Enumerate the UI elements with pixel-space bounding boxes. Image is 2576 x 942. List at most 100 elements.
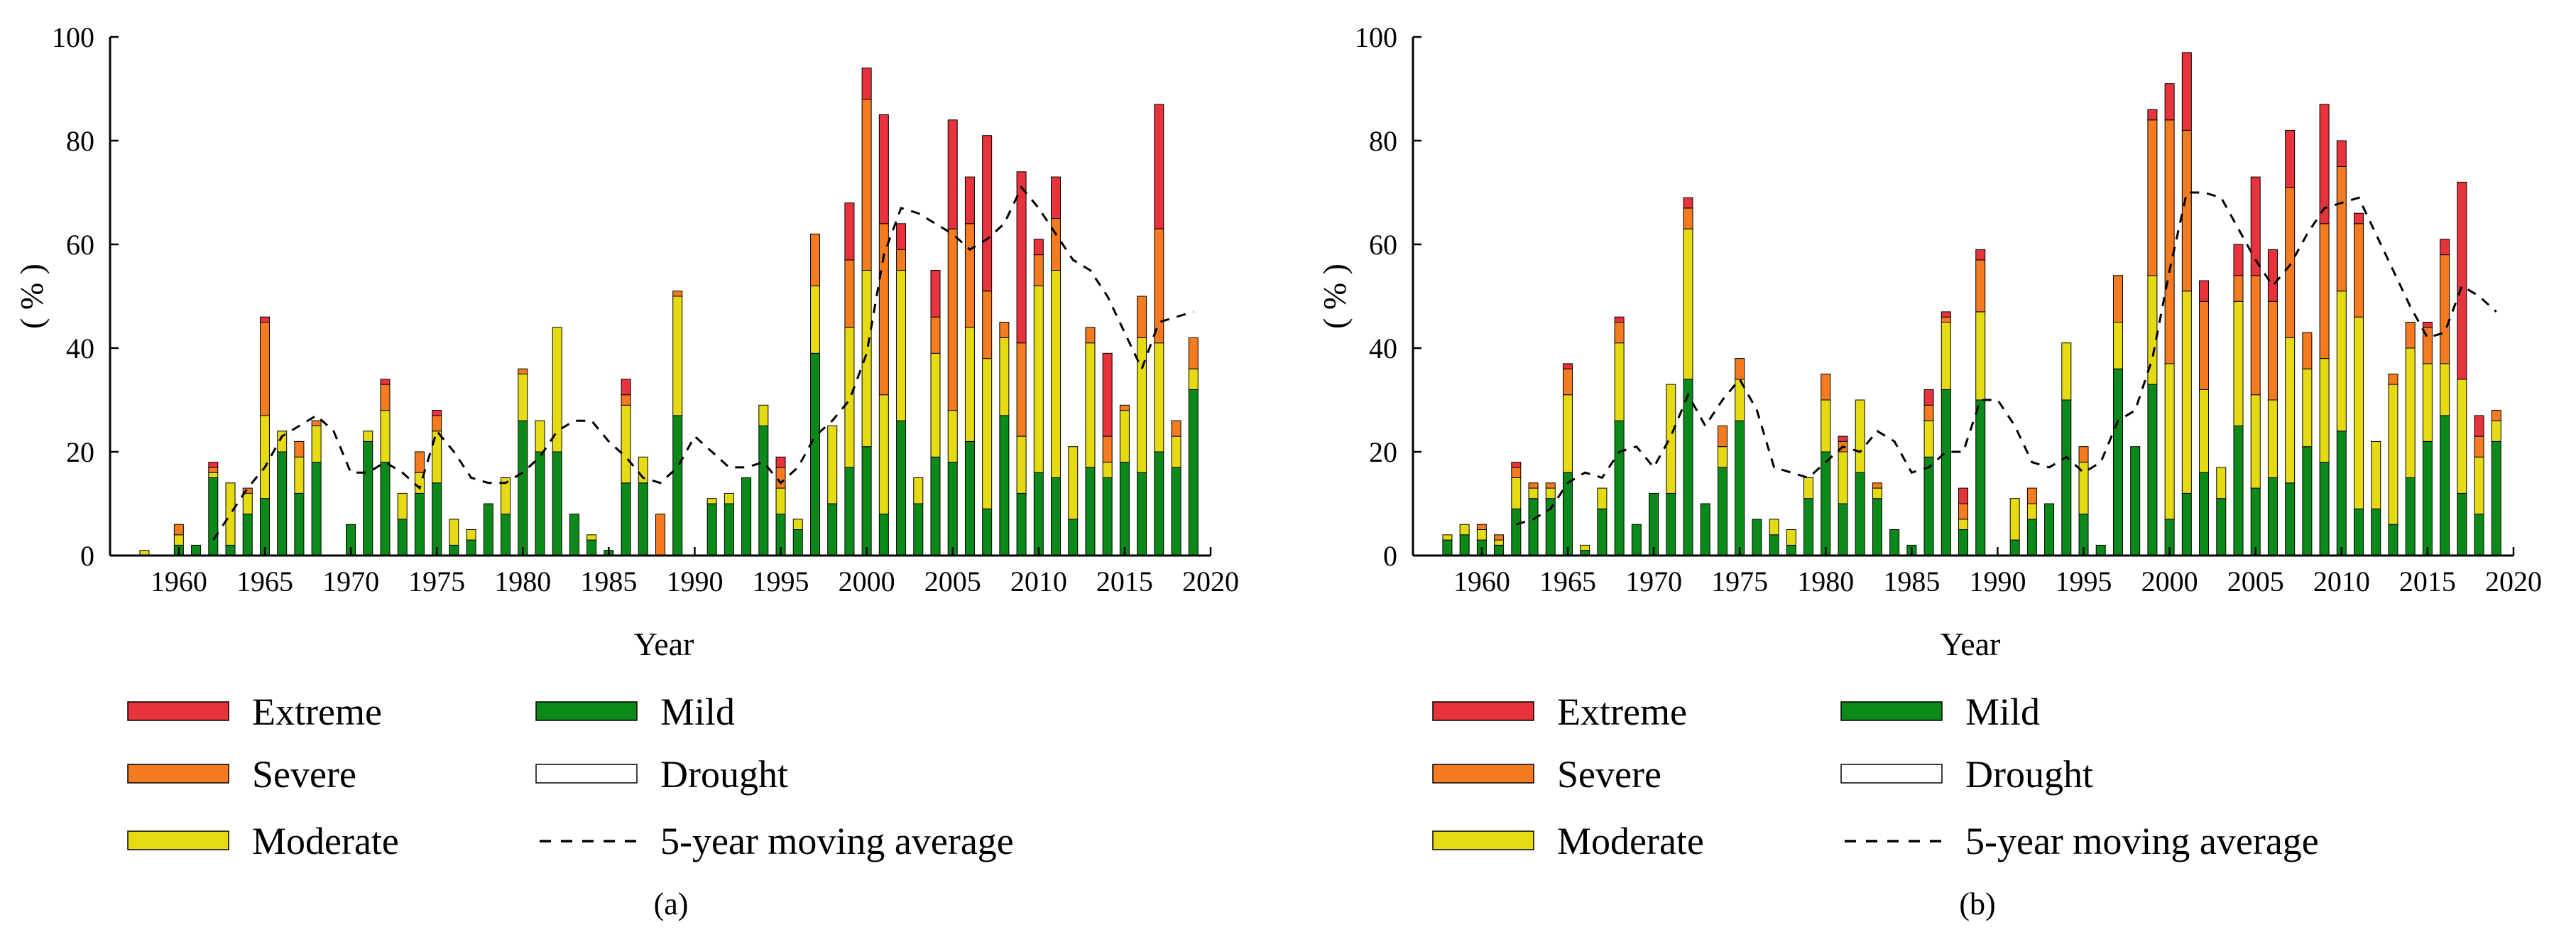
bar-severe-1995 — [775, 467, 786, 489]
bar-severe-1999 — [844, 259, 855, 328]
bar-mild-1962 — [208, 477, 219, 556]
bar-moderate-1977 — [466, 529, 476, 541]
bar-mild-2012 — [2371, 508, 2381, 556]
bar-severe-1974 — [1717, 426, 1728, 448]
bar-moderate-2018 — [2474, 456, 2484, 515]
bar-extreme-2017 — [1154, 104, 1164, 229]
y-tick-label-60: 60 — [1369, 229, 1397, 261]
x-axis-title-b: Year — [1941, 626, 2001, 662]
bar-mild-1987 — [1941, 389, 1951, 556]
bar-severe-1968 — [1614, 322, 1625, 344]
bar-extreme-1999 — [2147, 109, 2158, 121]
bar-extreme-2011 — [1051, 176, 1061, 220]
x-tick-label-2005: 2005 — [924, 565, 981, 597]
bar-moderate-2011 — [1051, 270, 1061, 478]
bar-moderate-1999 — [844, 327, 855, 468]
bar-extreme-2000 — [861, 67, 872, 100]
bar-severe-2007 — [982, 291, 993, 359]
bar-mild-2006 — [2267, 477, 2278, 556]
bar-mild-2002 — [896, 420, 907, 556]
bar-moderate-1959 — [1459, 524, 1470, 536]
bar-mild-1991 — [2009, 539, 2020, 556]
bar-severe-2018 — [1171, 420, 1181, 437]
bar-severe-1968 — [311, 420, 322, 427]
panel-a-axes: 1960 1965 1970 1975 1980 1985 1990 1995 2000 2005… — [52, 21, 1239, 597]
bar-mild-1994 — [758, 426, 769, 556]
y-tick-label-0: 0 — [1383, 540, 1397, 572]
bar-severe-1960 — [173, 524, 184, 536]
chart-panel-a: 1960 1965 1970 1975 1980 1985 1990 1995 2000 2005… — [13, 21, 1239, 921]
bar-severe-2000 — [861, 99, 872, 271]
bar-mild-2017 — [1154, 451, 1164, 556]
bar-extreme-2005 — [947, 119, 958, 229]
x-tick-label-1980: 1980 — [494, 565, 551, 597]
bar-moderate-2017 — [1154, 342, 1164, 453]
y-tick-label-80: 80 — [66, 125, 94, 157]
bar-mild-2000 — [861, 446, 872, 556]
y-axis-title-b: ( % ) — [1316, 264, 1353, 329]
bar-moderate-1992 — [2026, 503, 2037, 520]
bar-mild-1980 — [1821, 451, 1831, 556]
bar-mild-1974 — [1717, 467, 1728, 556]
bar-severe-1972 — [380, 384, 391, 411]
x-tick-label-1985: 1985 — [580, 565, 637, 597]
bar-mild-1996 — [2095, 544, 2106, 556]
bar-mild-1969 — [1631, 524, 1642, 556]
bar-moderate-2003 — [913, 477, 924, 504]
bar-moderate-2019 — [2491, 420, 2501, 442]
bar-moderate-1986 — [1923, 420, 1934, 458]
bar-extreme-2010 — [2336, 140, 2347, 167]
bar-mild-1981 — [1838, 503, 1848, 556]
bar-mild-1973 — [1700, 503, 1710, 556]
bar-mild-2005 — [2250, 487, 2261, 556]
bar-mild-2005 — [947, 462, 958, 556]
bar-mild-1963 — [225, 544, 236, 556]
bar-severe-1980 — [1821, 374, 1831, 401]
bar-severe-2006 — [2267, 301, 2278, 401]
bar-moderate-2014 — [2405, 347, 2416, 478]
bar-mild-1971 — [1666, 492, 1676, 556]
legend-item-moving-average: 5-year moving average — [1845, 820, 2319, 862]
bar-mild-1988 — [1958, 529, 1968, 556]
bar-moderate-2019 — [1188, 368, 1199, 390]
bar-severe-2002 — [896, 249, 907, 271]
bar-moderate-2016 — [1137, 337, 1147, 473]
bar-moderate-1978 — [1786, 529, 1796, 546]
legend-label-moving-average: 5-year moving average — [1965, 820, 2319, 862]
x-tick-label-2000: 2000 — [839, 565, 895, 597]
bar-mild-1986 — [621, 482, 631, 556]
bar-moderate-2009 — [1016, 435, 1027, 494]
bar-extreme-2006 — [2267, 249, 2278, 302]
legend-swatch-severe — [127, 764, 229, 784]
bar-mild-1977 — [466, 539, 476, 556]
bar-mild-1998 — [2130, 446, 2141, 556]
moving-average-line-a — [212, 185, 1194, 541]
bar-mild-2018 — [2474, 514, 2484, 556]
bar-moderate-2006 — [2267, 399, 2278, 478]
bar-moderate-1967 — [294, 456, 305, 494]
x-tick-label-1995: 1995 — [753, 565, 809, 597]
bar-mild-2014 — [2405, 477, 2416, 556]
x-tick-label-2020: 2020 — [2485, 565, 2542, 597]
y-tick-label-100: 100 — [1355, 21, 1397, 53]
bar-extreme-1987 — [1941, 311, 1951, 318]
bar-severe-1964 — [242, 487, 253, 494]
bar-mild-2016 — [1137, 472, 1147, 556]
bar-moderate-1966 — [1580, 544, 1590, 551]
bar-moderate-2001 — [878, 394, 889, 515]
bar-extreme-2016 — [2440, 239, 2450, 256]
bar-severe-1992 — [2026, 487, 2037, 504]
bar-moderate-2000 — [2164, 363, 2175, 520]
bar-moderate-1983 — [1872, 487, 1882, 499]
bar-extreme-2002 — [896, 223, 907, 250]
bar-extreme-2001 — [2181, 52, 2192, 131]
bar-extreme-2004 — [2233, 244, 2244, 276]
bar-mild-1977 — [1769, 534, 1779, 556]
bar-moderate-2013 — [1085, 342, 1096, 468]
bar-severe-2014 — [2405, 322, 2416, 349]
x-tick-label-1975: 1975 — [408, 565, 465, 597]
bar-moderate-1963 — [225, 482, 236, 546]
x-tick-label-1965: 1965 — [1539, 565, 1596, 597]
bar-severe-2010 — [2336, 166, 2347, 292]
bar-mild-1996 — [792, 529, 803, 556]
